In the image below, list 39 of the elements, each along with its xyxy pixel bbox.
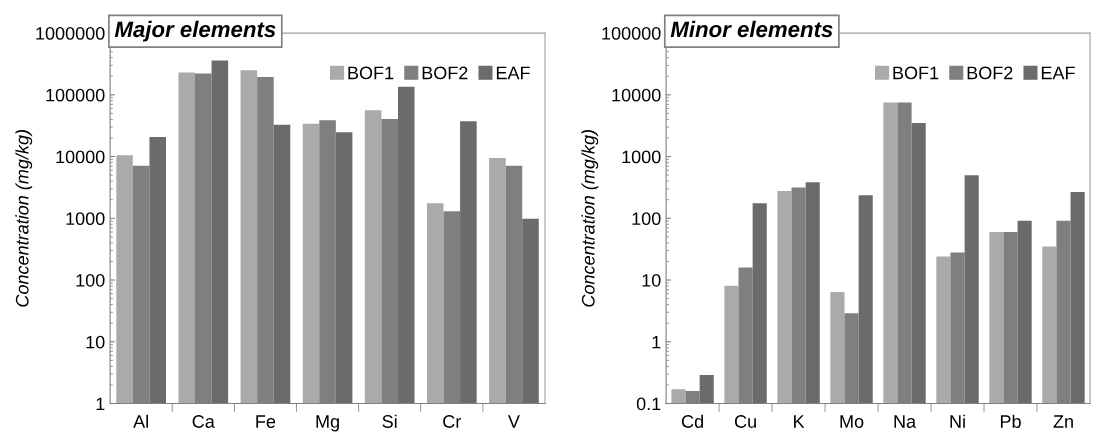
- x-tick-label: Mo: [840, 415, 864, 428]
- legend-label: BOF2: [967, 66, 1013, 80]
- y-tick-label: 1000000: [36, 27, 105, 40]
- x-tick-label: K: [794, 415, 805, 428]
- y-axis-title: Concentration (mg/kg): [15, 130, 33, 307]
- legend-label: BOF1: [893, 66, 939, 80]
- y-tick-label: 100: [76, 273, 105, 287]
- chart-title: Major elements: [114, 20, 276, 42]
- y-tick-label: 10000: [56, 150, 105, 164]
- y-tick-label: 100000: [46, 88, 105, 102]
- legend-label: BOF1: [348, 66, 394, 80]
- chart-title: Minor elements: [670, 20, 833, 38]
- x-tick-label: Al: [133, 414, 148, 428]
- y-tick-label: 100: [632, 212, 661, 226]
- y-tick-label: 10: [86, 335, 105, 349]
- x-tick-label: Si: [382, 414, 397, 428]
- x-tick-label: Cd: [681, 414, 703, 428]
- legend-label: BOF2: [422, 66, 468, 80]
- x-tick-label: Fe: [256, 415, 276, 428]
- y-axis-title: Concentration (mg/kg): [581, 130, 599, 307]
- x-tick-label: Cu: [734, 415, 756, 428]
- legend-label: EAF: [496, 66, 530, 80]
- y-tick-label: 0.1: [636, 397, 661, 411]
- y-tick-label: 100000: [602, 27, 661, 40]
- y-tick-label: 1: [652, 335, 661, 349]
- y-tick-label: 1: [96, 397, 105, 411]
- y-tick-label: 10: [642, 273, 661, 287]
- x-tick-label: Ca: [192, 415, 215, 428]
- x-tick-label: Pb: [1000, 414, 1021, 428]
- x-tick-label: Zn: [1053, 415, 1073, 428]
- y-tick-label: 1000: [622, 150, 661, 164]
- x-tick-label: V: [507, 415, 520, 428]
- x-tick-label: Na: [894, 415, 917, 428]
- x-tick-label: Ni: [950, 414, 965, 428]
- legend-label: EAF: [1041, 66, 1075, 80]
- x-tick-label: Cr: [443, 415, 462, 428]
- y-tick-label: 1000: [66, 212, 105, 226]
- x-tick-label: Mg: [316, 415, 339, 432]
- y-tick-label: 10000: [612, 88, 661, 102]
